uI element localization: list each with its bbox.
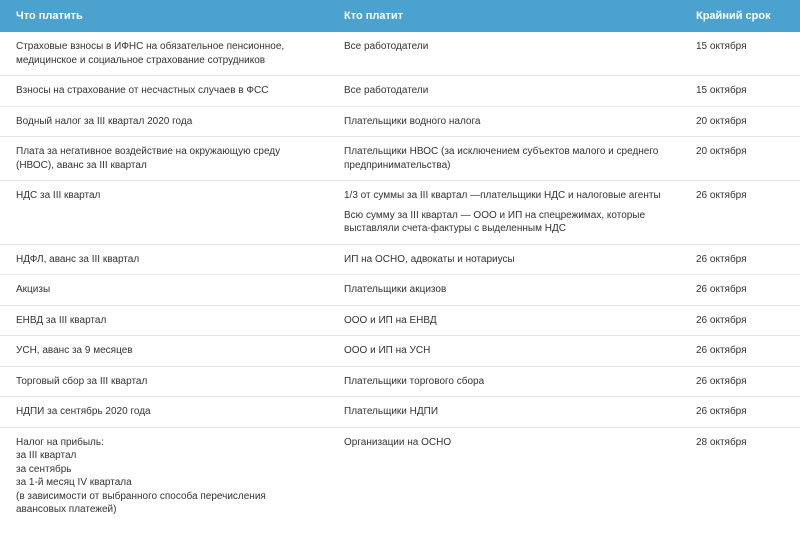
cell-who: Плательщики торгового сбора xyxy=(328,366,680,397)
cell-who-text: ИП на ОСНО, адвокаты и нотариусы xyxy=(344,253,664,267)
cell-what-text: Страховые взносы в ИФНС на обязательное … xyxy=(16,40,312,67)
cell-what-text: НДФЛ, аванс за III квартал xyxy=(16,253,312,267)
cell-who: 1/3 от суммы за III квартал —плательщики… xyxy=(328,181,680,245)
cell-who-text: Плательщики акцизов xyxy=(344,283,664,297)
cell-what: НДФЛ, аванс за III квартал xyxy=(0,244,328,275)
cell-due: 26 октября xyxy=(680,366,800,397)
tax-table: Что платить Кто платит Крайний срок Стра… xyxy=(0,0,800,525)
cell-who-text: Всю сумму за III квартал — ООО и ИП на с… xyxy=(344,209,664,236)
col-header-what: Что платить xyxy=(0,0,328,32)
cell-what-text: УСН, аванс за 9 месяцев xyxy=(16,344,312,358)
table-row: Водный налог за III квартал 2020 года Пла… xyxy=(0,106,800,137)
table-row: Акцизы Плательщики акцизов 26 октября xyxy=(0,275,800,306)
cell-who-text: Все работодатели xyxy=(344,84,664,98)
cell-who: Плательщики акцизов xyxy=(328,275,680,306)
cell-who: Плательщики НВОС (за исключением субъект… xyxy=(328,137,680,181)
cell-what: Страховые взносы в ИФНС на обязательное … xyxy=(0,32,328,76)
cell-what-text: Плата за негативное воздействие на окруж… xyxy=(16,145,312,172)
table-row: Налог на прибыль: за III квартал за сент… xyxy=(0,427,800,525)
cell-what: Торговый сбор за III квартал xyxy=(0,366,328,397)
cell-what: НДПИ за сентябрь 2020 года xyxy=(0,397,328,428)
cell-due: 20 октября xyxy=(680,137,800,181)
cell-who: Все работодатели xyxy=(328,32,680,76)
table-row: Взносы на страхование от несчастных случ… xyxy=(0,76,800,107)
cell-who-text: Плательщики торгового сбора xyxy=(344,375,664,389)
cell-what: Водный налог за III квартал 2020 года xyxy=(0,106,328,137)
table-header-row: Что платить Кто платит Крайний срок xyxy=(0,0,800,32)
table-row: Плата за негативное воздействие на окруж… xyxy=(0,137,800,181)
cell-who-text: Плательщики НВОС (за исключением субъект… xyxy=(344,145,664,172)
col-header-who: Кто платит xyxy=(328,0,680,32)
cell-who-text: Плательщики водного налога xyxy=(344,115,664,129)
cell-what: ЕНВД за III квартал xyxy=(0,305,328,336)
cell-who-text: Все работодатели xyxy=(344,40,664,54)
cell-who: Все работодатели xyxy=(328,76,680,107)
cell-due: 26 октября xyxy=(680,181,800,245)
cell-due: 20 октября xyxy=(680,106,800,137)
cell-due: 15 октября xyxy=(680,76,800,107)
cell-due: 26 октября xyxy=(680,244,800,275)
cell-who: Плательщики водного налога xyxy=(328,106,680,137)
cell-what: НДС за III квартал xyxy=(0,181,328,245)
table-row: НДФЛ, аванс за III квартал ИП на ОСНО, ад… xyxy=(0,244,800,275)
cell-what-text: Водный налог за III квартал 2020 года xyxy=(16,115,312,129)
cell-who-text: Организации на ОСНО xyxy=(344,436,664,450)
cell-what: Налог на прибыль: за III квартал за сент… xyxy=(0,427,328,525)
table-row: УСН, аванс за 9 месяцев ООО и ИП на УСН 26… xyxy=(0,336,800,367)
cell-what-text: НДС за III квартал xyxy=(16,189,312,203)
col-header-due: Крайний срок xyxy=(680,0,800,32)
cell-what-text: ЕНВД за III квартал xyxy=(16,314,312,328)
cell-what-text: Налог на прибыль: за III квартал за сент… xyxy=(16,436,312,517)
table-row: НДПИ за сентябрь 2020 года Плательщики НД… xyxy=(0,397,800,428)
cell-what: Плата за негативное воздействие на окруж… xyxy=(0,137,328,181)
cell-who-text: ООО и ИП на УСН xyxy=(344,344,664,358)
cell-who-text: ООО и ИП на ЕНВД xyxy=(344,314,664,328)
cell-due: 26 октября xyxy=(680,305,800,336)
cell-what-text: Взносы на страхование от несчастных случ… xyxy=(16,84,312,98)
table-row: НДС за III квартал 1/3 от суммы за III кв… xyxy=(0,181,800,245)
cell-who-text: 1/3 от суммы за III квартал —плательщики… xyxy=(344,189,664,203)
cell-due: 26 октября xyxy=(680,275,800,306)
cell-what-text: НДПИ за сентябрь 2020 года xyxy=(16,405,312,419)
cell-due: 26 октября xyxy=(680,397,800,428)
cell-due: 26 октября xyxy=(680,336,800,367)
table-row: Торговый сбор за III квартал Плательщики … xyxy=(0,366,800,397)
cell-who: ИП на ОСНО, адвокаты и нотариусы xyxy=(328,244,680,275)
cell-due: 28 октября xyxy=(680,427,800,525)
cell-who: Плательщики НДПИ xyxy=(328,397,680,428)
cell-who-text: Плательщики НДПИ xyxy=(344,405,664,419)
cell-who: ООО и ИП на ЕНВД xyxy=(328,305,680,336)
cell-who: Организации на ОСНО xyxy=(328,427,680,525)
table-row: ЕНВД за III квартал ООО и ИП на ЕНВД 26 ок… xyxy=(0,305,800,336)
cell-what: Акцизы xyxy=(0,275,328,306)
cell-what: УСН, аванс за 9 месяцев xyxy=(0,336,328,367)
cell-what: Взносы на страхование от несчастных случ… xyxy=(0,76,328,107)
table-row: Страховые взносы в ИФНС на обязательное … xyxy=(0,32,800,76)
cell-who: ООО и ИП на УСН xyxy=(328,336,680,367)
cell-due: 15 октября xyxy=(680,32,800,76)
cell-what-text: Акцизы xyxy=(16,283,312,297)
cell-what-text: Торговый сбор за III квартал xyxy=(16,375,312,389)
